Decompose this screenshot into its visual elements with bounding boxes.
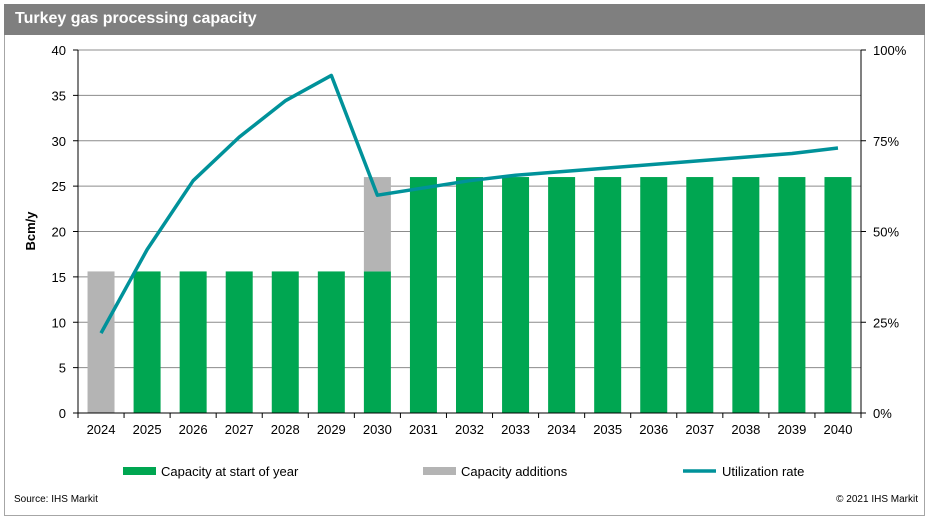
bar-capacity-2035	[594, 177, 622, 413]
y-tick-label: 0	[59, 406, 66, 421]
bar-capacity-2026	[179, 271, 207, 413]
x-tick-label: 2024	[87, 422, 116, 437]
utilization-line	[99, 73, 839, 334]
bar-capacity-2028	[271, 271, 299, 413]
x-tick-labels: 2024 2025 2026 2027 2028 2029 2030 2031 2032 2033…	[77, 413, 862, 437]
bar-capacity-2027	[225, 271, 253, 413]
y-tick-label: 10	[52, 315, 66, 330]
y-axis-label: Bcm/y	[23, 211, 38, 251]
x-tick-label: 2030	[363, 422, 392, 437]
chart-title: Turkey gas processing capacity	[15, 10, 257, 27]
bar-capacity-2033	[502, 177, 530, 413]
x-tick-label: 2032	[455, 422, 484, 437]
x-tick-label: 2038	[731, 422, 760, 437]
legend-label-capacity: Capacity at start of year	[161, 464, 299, 479]
legend-label-additions: Capacity additions	[461, 464, 568, 479]
x-tick-label: 2034	[547, 422, 576, 437]
bar-capacity-2032	[456, 177, 483, 413]
bars	[87, 177, 852, 413]
y-tick-label: 5	[59, 361, 66, 376]
y-tick-labels: 0 5 10 15 20 25 30 35 40	[52, 43, 78, 421]
bar-additions-2024	[87, 271, 115, 413]
y-tick-label: 35	[52, 88, 66, 103]
bar-capacity-2040	[824, 177, 852, 413]
y2-tick-labels: 0% 25% 50% 75% 100%	[861, 43, 907, 421]
y2-tick-label: 50%	[873, 225, 899, 240]
bar-capacity-2029	[317, 271, 345, 413]
y-tick-label: 40	[52, 43, 66, 58]
bar-capacity-2036	[640, 177, 668, 413]
bar-capacity-2025	[133, 271, 161, 413]
title-bar: Turkey gas processing capacity	[4, 4, 925, 35]
y-tick-label: 25	[52, 179, 66, 194]
bar-capacity-2038	[732, 177, 760, 413]
x-tick-label: 2028	[271, 422, 300, 437]
source-note: Source: IHS Markit	[14, 494, 98, 505]
x-tick-label: 2035	[593, 422, 622, 437]
bar-capacity-2039	[778, 177, 806, 413]
x-tick-label: 2039	[777, 422, 806, 437]
y-tick-label: 20	[52, 225, 66, 240]
bar-capacity-2031	[409, 177, 437, 413]
y2-tick-label: 0%	[873, 406, 892, 421]
x-tick-label: 2037	[685, 422, 714, 437]
legend-swatch-capacity	[123, 467, 156, 475]
bar-capacity-2030	[363, 271, 391, 413]
x-tick-label: 2040	[824, 422, 853, 437]
x-tick-label: 2025	[133, 422, 162, 437]
utilization-line-group	[99, 73, 839, 334]
copyright-note: © 2021 IHS Markit	[836, 494, 918, 505]
legend: Capacity at start of year Capacity addit…	[123, 464, 804, 479]
x-tick-label: 2033	[501, 422, 530, 437]
y2-tick-label: 100%	[873, 43, 907, 58]
y-tick-label: 15	[52, 270, 66, 285]
legend-swatch-additions	[423, 467, 456, 475]
x-tick-label: 2026	[179, 422, 208, 437]
y2-tick-label: 75%	[873, 134, 899, 149]
x-tick-label: 2029	[317, 422, 346, 437]
y-tick-label: 30	[52, 134, 66, 149]
x-tick-label: 2031	[409, 422, 438, 437]
x-tick-label: 2027	[225, 422, 254, 437]
legend-label-utilization: Utilization rate	[722, 464, 804, 479]
y2-tick-label: 25%	[873, 315, 899, 330]
bar-capacity-2037	[686, 177, 714, 413]
x-tick-label: 2036	[639, 422, 668, 437]
bar-capacity-2034	[548, 177, 576, 413]
